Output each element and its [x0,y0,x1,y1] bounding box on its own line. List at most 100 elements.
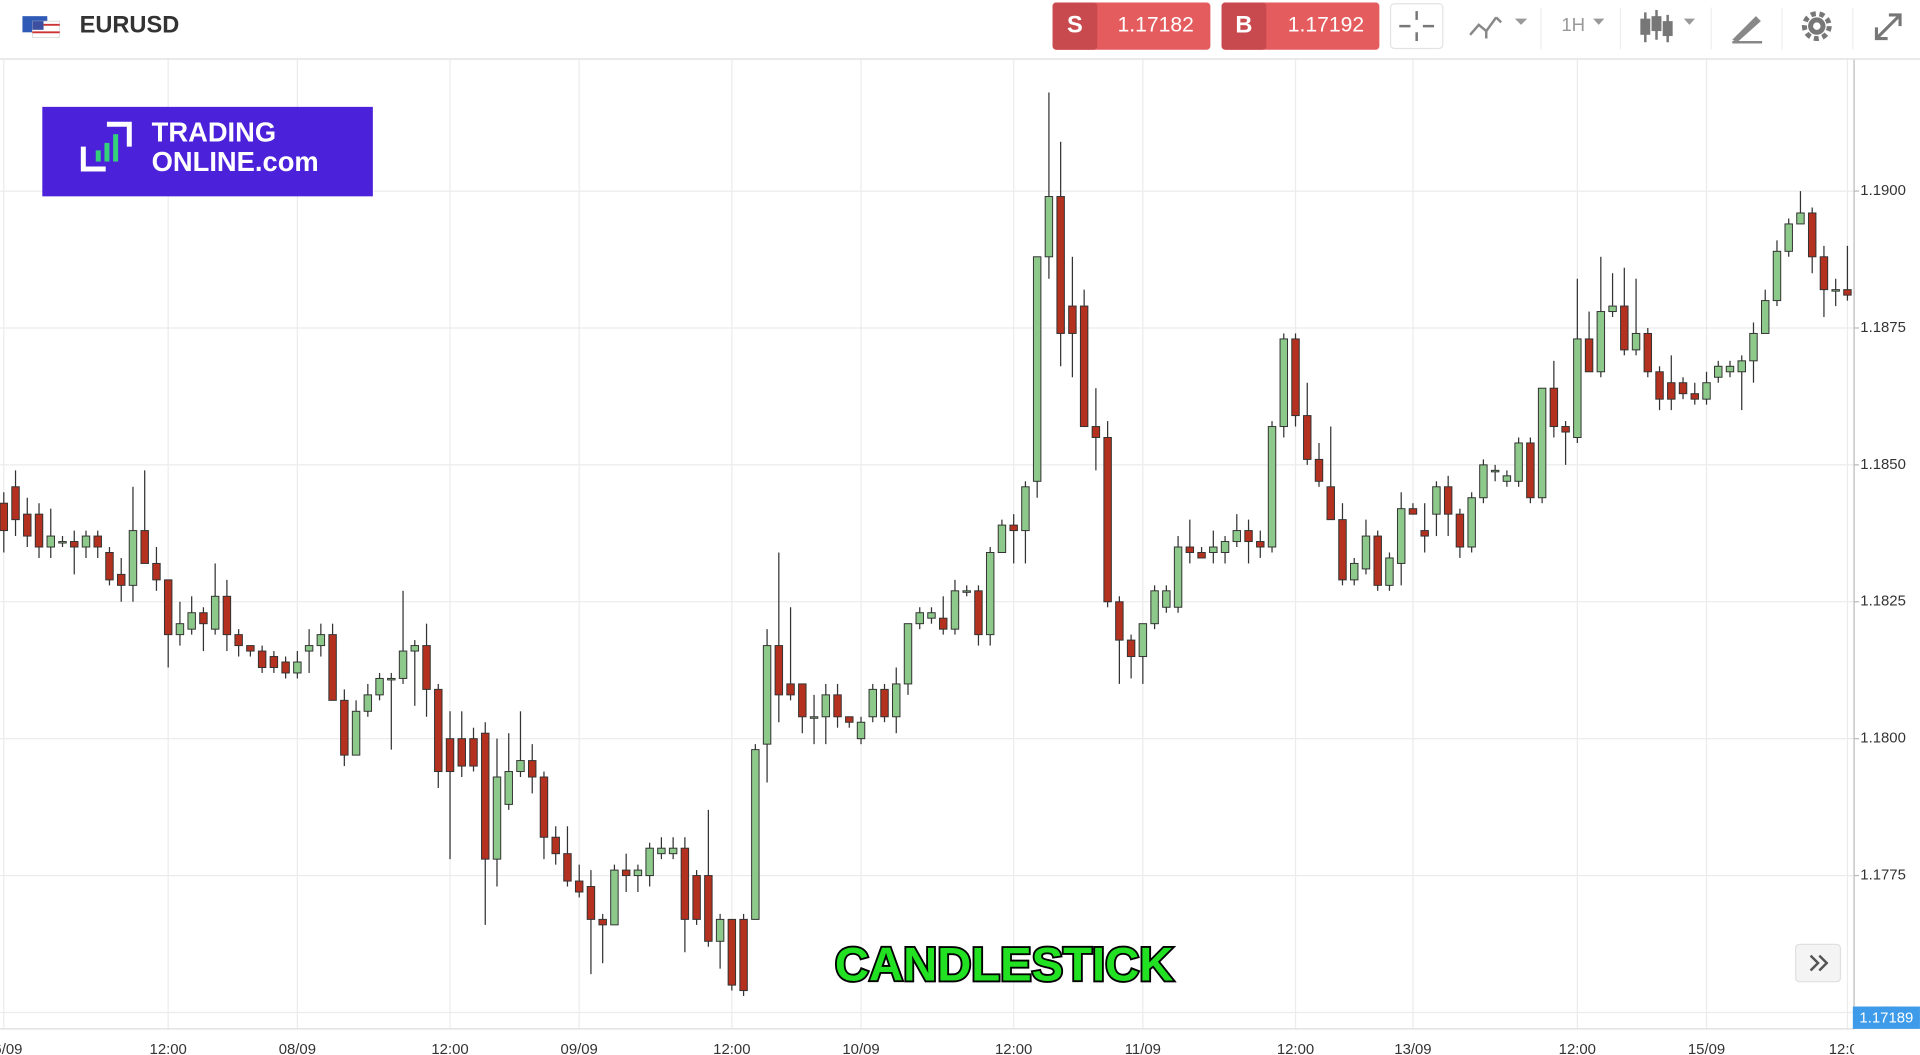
candle-body [93,535,102,548]
candle-body [962,590,971,593]
caption: CANDLESTICK [835,938,1173,991]
candle-body [1819,256,1829,291]
candle-body [1678,382,1688,395]
y-tick-label: 1.1825 [1860,594,1906,610]
candle-body [786,683,795,696]
candle-body [692,875,701,920]
candle-body [1737,360,1746,373]
candle-body [1761,300,1770,334]
candle-body [23,513,32,537]
sell-button[interactable]: S 1.17182 [1052,2,1211,50]
x-tick-label: 09/09 [561,1042,598,1055]
candle-body [81,535,91,548]
candle-style-button[interactable] [1640,9,1696,43]
candle-body [657,847,666,855]
candle-body [1455,513,1465,548]
sell-label: S [1067,12,1083,38]
price-tag-label: 1.17189 [1859,1010,1913,1026]
candle-body [1725,365,1735,373]
candle-body [1150,590,1159,625]
candle-body [1279,338,1288,428]
candle-body [1537,387,1547,499]
candle-body [751,749,760,920]
candle-body [199,612,208,625]
candle-body [1702,382,1711,400]
candle-body [140,530,149,564]
candle-body [1314,458,1324,482]
draw-tool-button[interactable] [1732,16,1763,44]
candle-body [410,645,420,652]
candle-body [398,650,408,679]
candle-body [974,590,983,636]
candle-body [1162,590,1171,608]
candle-body [152,562,161,581]
candle-body [1326,486,1335,521]
candle-body [328,634,337,701]
candle-body [504,771,513,805]
candle-body [316,634,326,647]
candle-body [70,541,79,548]
candle-body [269,656,279,668]
candle-body [1608,305,1617,313]
candle-body [1796,212,1805,225]
candle-body [492,776,502,860]
logo-line2: ONLINE.com [152,146,319,177]
x-tick-label: 13/09 [1394,1042,1431,1055]
fullscreen-button[interactable] [1874,13,1902,41]
candle-body [1396,508,1406,564]
chart-type-button[interactable] [1469,16,1528,39]
candle-body [1220,541,1230,553]
candle-body [163,579,173,636]
x-tick-label: 12:00 [713,1042,750,1055]
x-tick-label: 11/09 [1125,1042,1161,1055]
y-tick-label: 1.1875 [1860,320,1906,336]
candle-body [1690,393,1699,400]
candle-body [1032,256,1042,482]
candle-body [1138,623,1148,658]
candle-body [938,617,948,630]
candle-body [598,918,607,926]
candle-body [1643,332,1653,373]
candle-body [1843,289,1852,296]
candle-body [563,853,572,882]
timeframe-button[interactable]: 1H [1561,14,1605,35]
crosshair-button[interactable] [1389,3,1444,50]
candle-body [1056,196,1065,334]
candle-body [434,688,443,773]
candle-body [1091,426,1101,438]
candle-body [1620,305,1629,351]
candle-body [1549,387,1559,428]
x-tick-label: 06/09 [0,1042,22,1055]
toolbar [0,0,1920,59]
candle-body [105,551,114,581]
candle-body [680,847,690,920]
x-tick-label: 12:00 [1829,1042,1866,1055]
candle-body [1631,332,1641,351]
candle-body [11,486,20,521]
candle-body [1044,196,1054,258]
candle-body [586,886,596,920]
settings-button[interactable] [1801,11,1832,42]
candle-body [375,677,384,696]
buy-button[interactable]: B 1.17192 [1221,2,1380,50]
candle-body [351,710,361,756]
candle-body [1291,338,1300,417]
candle-body [1021,486,1030,532]
candle-body [845,716,854,723]
candle-body [527,760,537,778]
candle-body [340,699,349,756]
candle-body [222,595,232,636]
candle-body [481,732,490,860]
symbol[interactable]: EURUSD [80,12,180,38]
scroll-to-end-button[interactable] [1795,943,1842,983]
x-tick-label: 08/09 [279,1042,316,1055]
candle-body [1420,530,1429,537]
candle-body [187,612,196,630]
candle-body [1373,535,1382,586]
x-tick-label: 12:00 [431,1042,468,1055]
y-tick-label: 1.1850 [1860,457,1906,473]
candle-body [210,595,220,630]
candle-body [281,661,290,674]
